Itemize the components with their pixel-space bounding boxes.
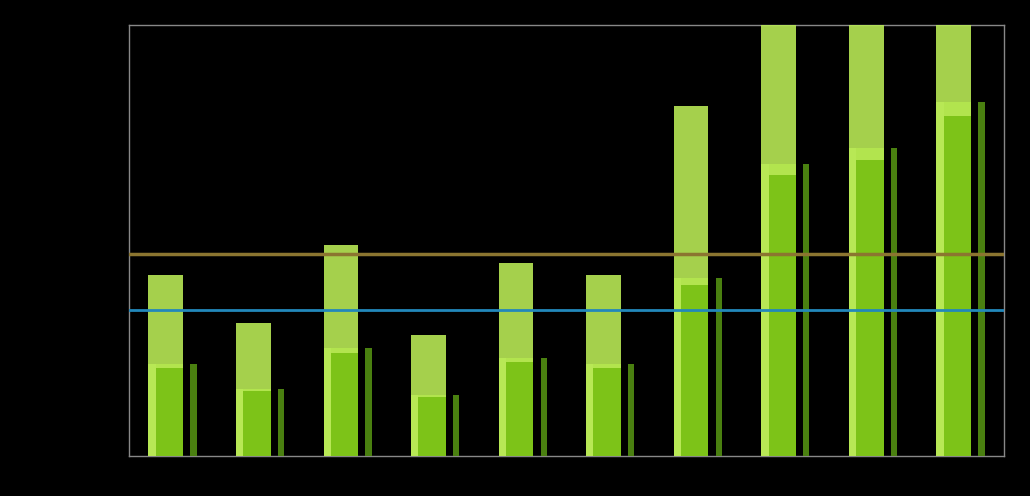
Bar (366, 349, 372, 456)
Bar (936, 102, 943, 456)
Bar (849, 148, 884, 456)
Bar (849, 148, 856, 456)
Bar (236, 388, 271, 456)
Bar (236, 388, 243, 456)
Bar (323, 349, 358, 456)
Bar (849, 0, 884, 160)
Bar (499, 358, 534, 456)
Bar (936, 0, 971, 116)
Bar (148, 364, 183, 456)
Bar (323, 349, 331, 456)
Bar (411, 335, 446, 397)
Bar (191, 364, 197, 456)
Bar (586, 364, 621, 456)
Bar (541, 358, 547, 456)
Bar (411, 395, 418, 456)
Bar (278, 388, 284, 456)
Bar (586, 275, 621, 368)
Bar (499, 358, 506, 456)
Bar (674, 278, 709, 456)
Bar (586, 364, 593, 456)
Bar (761, 0, 796, 175)
Bar (978, 102, 985, 456)
Bar (674, 106, 709, 285)
Bar (761, 164, 796, 456)
Bar (411, 395, 446, 456)
Bar (761, 164, 768, 456)
Bar (499, 263, 534, 362)
Bar (148, 275, 183, 368)
Bar (453, 395, 459, 456)
Bar (148, 364, 156, 456)
Bar (891, 148, 897, 456)
Bar (674, 278, 681, 456)
Bar (716, 278, 722, 456)
Bar (936, 102, 971, 456)
Bar (628, 364, 634, 456)
Bar (323, 245, 358, 353)
Bar (803, 164, 810, 456)
Bar (236, 323, 271, 391)
